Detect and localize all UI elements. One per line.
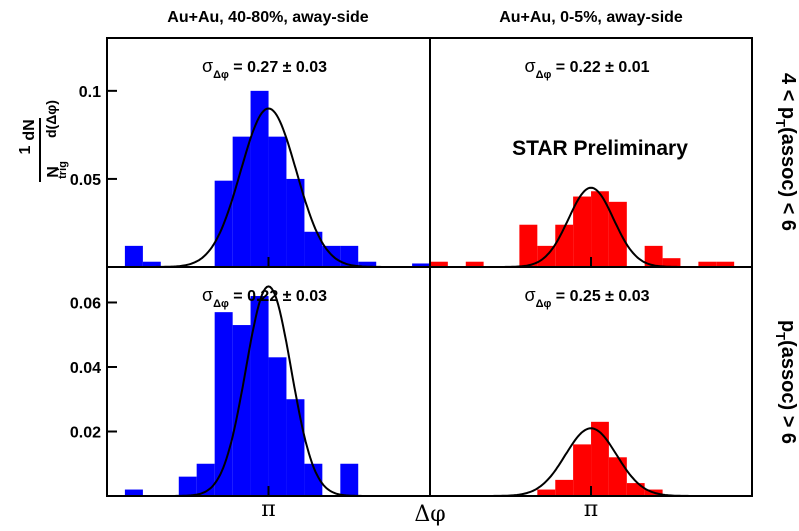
- histogram-bar: [142, 261, 161, 267]
- row-label-post: (assoc) < 6: [777, 127, 799, 231]
- histogram-bar: [232, 136, 251, 267]
- histogram-bar: [698, 261, 717, 267]
- histogram-bar: [250, 90, 269, 267]
- annotation: σΔφ = 0.22 ± 0.03: [202, 285, 327, 310]
- histogram-bar: [555, 224, 574, 267]
- y-label-den: d(Δφ): [43, 100, 59, 138]
- column-title: Au+Au, 40-80%, away-side: [167, 9, 369, 26]
- annotation-sub: Δφ: [213, 298, 229, 310]
- y-label-trig: trig: [57, 161, 69, 179]
- annotation-text: = 0.27 ± 0.03: [229, 59, 327, 76]
- y-axis-label: 1 dN N trig d(Δφ): [17, 100, 69, 182]
- row-label: pT(assoc) > 6: [773, 320, 799, 444]
- row-label: 4 < pT(assoc) < 6: [773, 73, 799, 231]
- annotation-sigma: σ: [202, 285, 213, 305]
- x-axis-label: Δφ: [414, 502, 445, 527]
- histogram-bar: [519, 224, 538, 267]
- y-label-n: N: [45, 166, 62, 178]
- histogram-bar: [286, 178, 305, 267]
- histogram-bar: [430, 261, 448, 267]
- y-tick-label: 0.1: [79, 84, 101, 101]
- column-title: Au+Au, 0-5%, away-side: [499, 9, 683, 26]
- row-label-text: pT(assoc) > 6: [773, 320, 799, 444]
- y-label-one: 1: [17, 145, 34, 154]
- row-label-post: (assoc) > 6: [777, 340, 799, 444]
- histogram-bar: [340, 463, 359, 496]
- histogram-bar: [716, 261, 735, 267]
- y-tick-label: 0.06: [70, 295, 101, 312]
- row-label-pre: 4 < p: [777, 73, 799, 119]
- y-tick-label: 0.05: [70, 172, 101, 189]
- histogram-bar: [340, 245, 359, 267]
- y-tick-label: 0.02: [70, 424, 101, 441]
- annotation: σΔφ = 0.27 ± 0.03: [202, 56, 327, 81]
- annotation-sigma: σ: [524, 56, 535, 76]
- watermark: STAR Preliminary: [512, 137, 688, 160]
- histogram-bar: [232, 325, 251, 496]
- histogram-bar: [268, 136, 287, 267]
- histogram-bar: [662, 258, 681, 267]
- histogram-bar: [644, 245, 663, 267]
- histogram-bar: [358, 261, 377, 267]
- annotation-sub: Δφ: [536, 298, 552, 310]
- row-label-text: 4 < pT(assoc) < 6: [773, 73, 799, 231]
- histogram-bar: [608, 457, 627, 496]
- row-label-sub: T: [773, 119, 788, 127]
- annotation: σΔφ = 0.22 ± 0.01: [524, 56, 649, 81]
- histogram-bar: [555, 479, 574, 496]
- x-tick-label: π: [584, 497, 598, 522]
- histogram-bar: [573, 444, 592, 496]
- histogram-bar: [608, 201, 627, 267]
- histogram-bar: [304, 463, 323, 496]
- histogram-bar: [465, 261, 484, 267]
- y-tick-label: 0.04: [70, 360, 101, 377]
- annotation-text: = 0.25 ± 0.03: [551, 288, 649, 305]
- annotation-sigma: σ: [524, 285, 535, 305]
- y-label-num: dN: [21, 119, 38, 140]
- histogram-bar: [124, 489, 143, 496]
- histogram-bar: [626, 483, 645, 496]
- histogram-bar: [322, 245, 341, 267]
- annotation: σΔφ = 0.25 ± 0.03: [524, 285, 649, 310]
- histogram-bar: [268, 357, 287, 496]
- row-label-sub: T: [773, 332, 788, 340]
- annotation-text: = 0.22 ± 0.03: [229, 288, 327, 305]
- annotation-text: = 0.22 ± 0.01: [551, 59, 649, 76]
- histogram-bar: [537, 489, 556, 496]
- histogram-bar: [591, 421, 609, 496]
- histogram-bar: [304, 231, 323, 267]
- histogram-bar: [124, 245, 143, 267]
- annotation-sigma: σ: [202, 56, 213, 76]
- annotation-sub: Δφ: [213, 69, 229, 81]
- row-label-pre: p: [777, 320, 799, 332]
- histogram-bar: [573, 196, 592, 267]
- histogram-bar: [178, 476, 197, 496]
- x-tick-label: π: [261, 497, 275, 522]
- histogram-bar: [286, 399, 305, 496]
- histogram-bar: [250, 296, 269, 496]
- histogram-bar: [591, 191, 609, 267]
- histogram-bar: [412, 263, 430, 267]
- annotation-sub: Δφ: [536, 69, 552, 81]
